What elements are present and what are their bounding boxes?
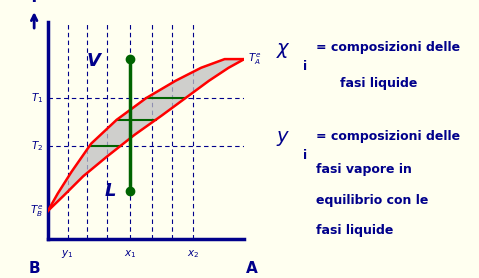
Text: V: V xyxy=(86,52,100,70)
Text: i: i xyxy=(303,149,307,162)
Text: i: i xyxy=(303,60,307,73)
Polygon shape xyxy=(48,59,244,211)
Text: $T_2$: $T_2$ xyxy=(32,139,44,153)
Text: $T_1$: $T_1$ xyxy=(31,91,44,105)
Text: A: A xyxy=(246,261,258,276)
Text: $x_1$: $x_1$ xyxy=(124,248,137,260)
Text: T: T xyxy=(29,0,39,5)
Text: fasi vapore in: fasi vapore in xyxy=(316,163,412,176)
Text: = composizioni delle: = composizioni delle xyxy=(316,130,460,143)
Text: $x_2$: $x_2$ xyxy=(187,248,199,260)
Text: B: B xyxy=(28,261,40,276)
Text: $y_1$: $y_1$ xyxy=(61,248,74,260)
Text: fasi liquide: fasi liquide xyxy=(340,77,418,90)
Text: $y$: $y$ xyxy=(276,130,291,148)
Text: $T_A^e$: $T_A^e$ xyxy=(248,51,262,67)
Text: $T_B^e$: $T_B^e$ xyxy=(30,203,44,219)
Text: = composizioni delle: = composizioni delle xyxy=(316,41,460,54)
Text: equilibrio con le: equilibrio con le xyxy=(316,194,428,207)
Text: $\chi$: $\chi$ xyxy=(276,41,291,59)
Text: fasi liquide: fasi liquide xyxy=(316,224,393,237)
Text: L: L xyxy=(105,182,116,200)
